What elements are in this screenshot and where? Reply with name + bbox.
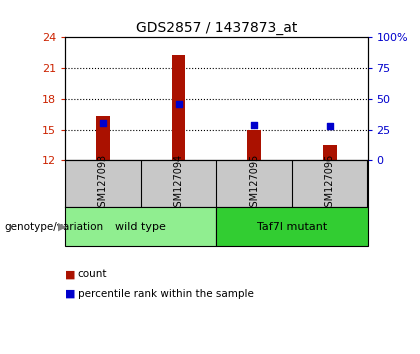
Bar bbox=[172, 55, 185, 160]
Text: count: count bbox=[78, 269, 107, 279]
Point bbox=[251, 122, 257, 127]
Point bbox=[175, 101, 182, 107]
Bar bbox=[323, 145, 336, 160]
Text: GSM127093: GSM127093 bbox=[98, 154, 108, 213]
Text: GSM127095: GSM127095 bbox=[249, 154, 259, 213]
Text: ■: ■ bbox=[65, 269, 76, 279]
Text: wild type: wild type bbox=[115, 222, 166, 232]
Point bbox=[100, 120, 106, 126]
Text: GSM127096: GSM127096 bbox=[325, 154, 335, 213]
Text: genotype/variation: genotype/variation bbox=[4, 222, 103, 232]
Text: ▶: ▶ bbox=[58, 222, 66, 232]
Text: percentile rank within the sample: percentile rank within the sample bbox=[78, 289, 254, 299]
Point bbox=[326, 123, 333, 129]
Text: GSM127094: GSM127094 bbox=[173, 154, 184, 213]
Text: ■: ■ bbox=[65, 289, 76, 299]
Title: GDS2857 / 1437873_at: GDS2857 / 1437873_at bbox=[136, 21, 297, 35]
Bar bbox=[247, 130, 261, 160]
Text: Taf7l mutant: Taf7l mutant bbox=[257, 222, 327, 232]
Bar bbox=[96, 116, 110, 160]
